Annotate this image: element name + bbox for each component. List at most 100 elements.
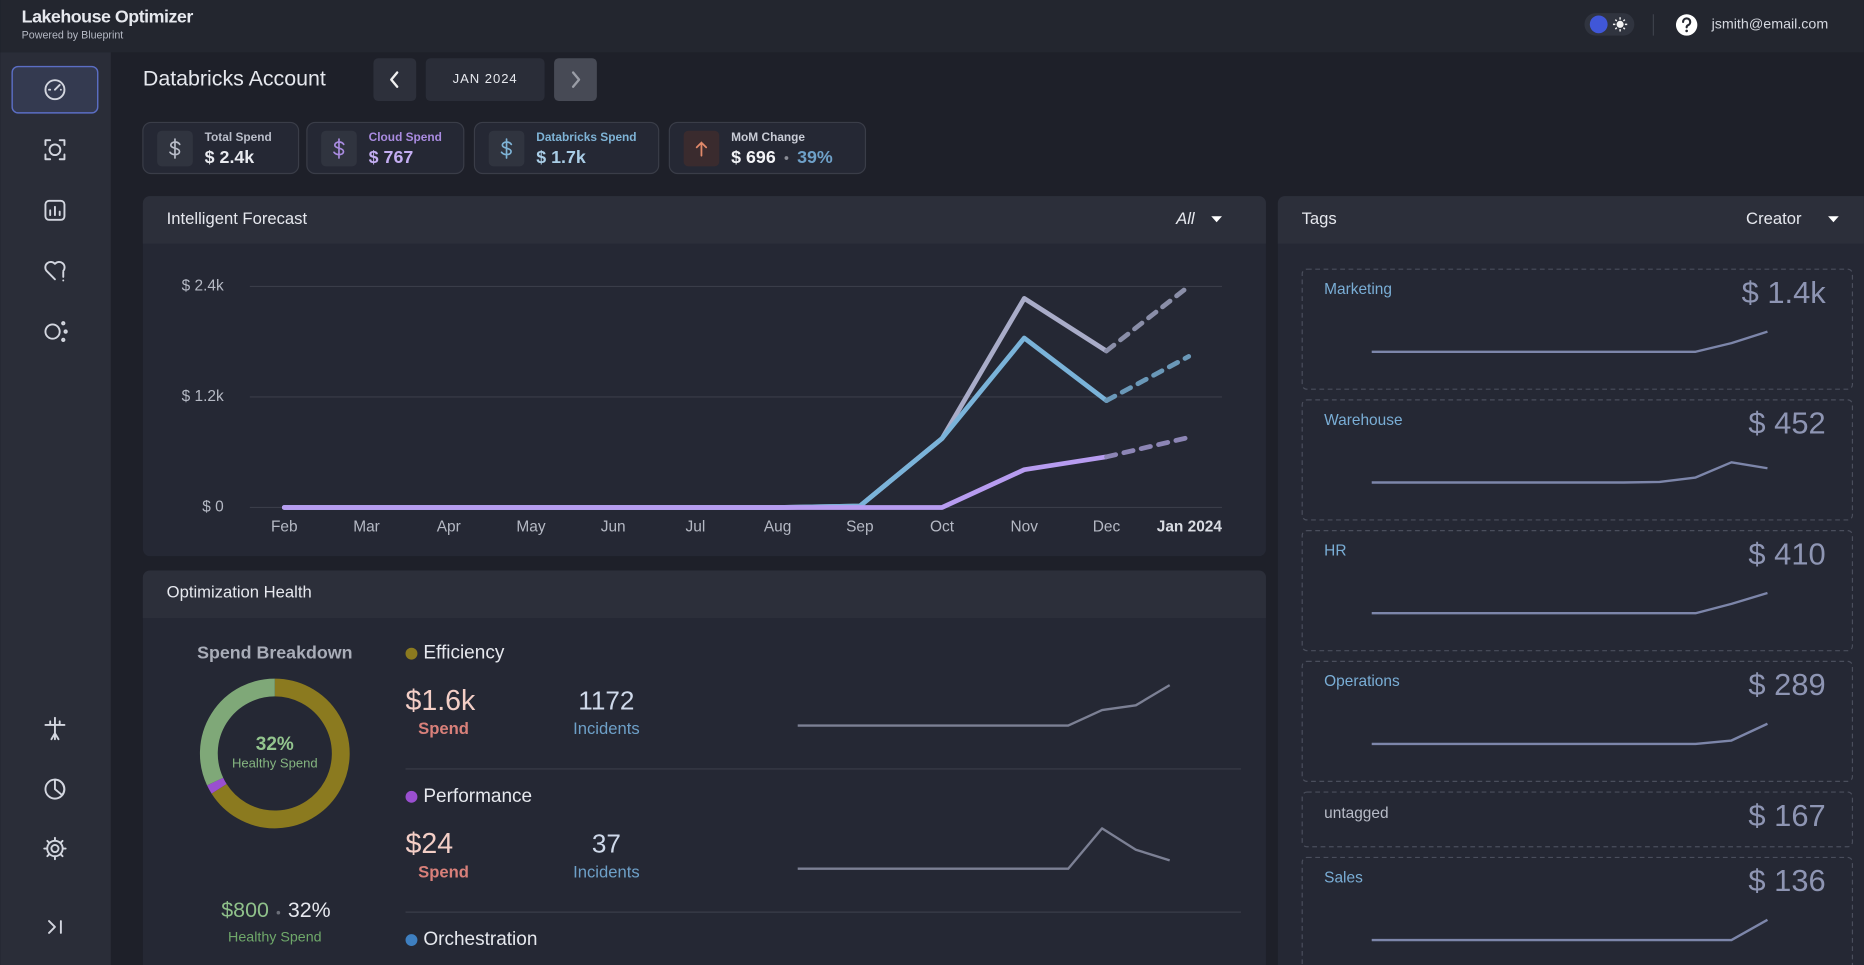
y-tick-label: $ 1.2k <box>182 388 224 405</box>
kpi-label: Cloud Spend <box>369 130 442 144</box>
toggle-knob[interactable] <box>1589 15 1608 34</box>
theme-toggle[interactable] <box>1584 13 1635 36</box>
y-tick-label: $ 2.4k <box>182 277 224 294</box>
donut-segment <box>199 678 276 786</box>
spend-value: $1.6k <box>406 685 476 717</box>
sun-icon[interactable] <box>1616 20 1624 28</box>
x-tick-label: Nov <box>1011 519 1039 536</box>
help-dot[interactable] <box>1685 29 1688 33</box>
dollar-icon <box>500 138 513 159</box>
forecast-title: Intelligent Forecast <box>167 209 308 228</box>
series-line <box>281 454 1109 510</box>
healthy-label: Healthy Spend <box>228 929 321 945</box>
nav-insights[interactable] <box>44 321 68 343</box>
nav-usage[interactable] <box>44 778 66 800</box>
forecast-header <box>142 196 1266 244</box>
tags-title: Tags <box>1302 209 1337 228</box>
nav-dashboard[interactable] <box>44 79 66 101</box>
prev-chevron[interactable] <box>390 71 399 88</box>
spend-value: $24 <box>406 828 454 860</box>
tag-value: $ 1.4k <box>1742 275 1827 310</box>
tag-card <box>1301 660 1854 782</box>
category-dot <box>405 934 418 946</box>
tag-value: $ 452 <box>1748 406 1825 441</box>
donut <box>199 678 350 829</box>
incidents-value: 1172 <box>578 685 634 715</box>
forecast-panel <box>142 196 1266 557</box>
healthy-amount: $800 <box>221 898 269 922</box>
help-glyph[interactable] <box>1682 17 1692 29</box>
caret[interactable] <box>1828 216 1839 223</box>
prev-button[interactable] <box>373 58 417 102</box>
tag-name: untagged <box>1324 805 1388 822</box>
forecast-chart: $ 0 $ 1.2k $ 2.4k Feb Mar Apr May Jun Jul Aug Sep O… <box>182 277 1223 535</box>
separator-dot <box>784 156 789 160</box>
tag-name: Marketing <box>1324 281 1392 298</box>
y-tick-label: $ 0 <box>202 499 223 516</box>
incidents-value: 37 <box>592 828 621 858</box>
forecast-line <box>1104 354 1192 403</box>
breakdown-title: Spend Breakdown <box>197 642 352 662</box>
period-box <box>425 58 545 102</box>
category-name: Performance <box>423 786 532 807</box>
kpi-value: $ 696 <box>731 147 776 167</box>
dollar-icon <box>333 138 345 159</box>
spend-label: Spend <box>418 719 469 738</box>
caret[interactable] <box>1211 216 1222 223</box>
kpi-change: 39% <box>797 147 833 167</box>
tag-card <box>1301 530 1854 652</box>
x-tick-label: Apr <box>437 519 461 536</box>
top-bar <box>0 0 1864 53</box>
health-title: Optimization Health <box>167 582 312 601</box>
x-tick-label: May <box>516 519 545 536</box>
tag-name: Warehouse <box>1324 412 1402 429</box>
health-header <box>142 570 1266 618</box>
tag-name: Operations <box>1324 673 1400 690</box>
nav-health[interactable] <box>44 261 66 282</box>
tag-name: Sales <box>1324 869 1363 886</box>
dollar-icon <box>169 138 181 159</box>
tag-card <box>1301 791 1854 848</box>
nav-expand[interactable] <box>48 920 62 934</box>
incidents-label: Incidents <box>573 719 640 738</box>
spend-label: Spend <box>418 862 469 881</box>
kpi-value: $ 2.4k <box>205 147 255 167</box>
sun-rays[interactable] <box>1612 17 1628 32</box>
forecast-line <box>1104 284 1192 354</box>
tag-card <box>1301 856 1854 965</box>
period: JAN 2024 <box>453 71 518 86</box>
category-dot <box>405 790 418 803</box>
x-tick-label: Jan 2024 <box>1157 519 1223 536</box>
sidebar <box>0 52 111 965</box>
tag-value: $ 167 <box>1748 798 1825 833</box>
kpi-value: $ 767 <box>369 147 414 167</box>
x-tick-label: Mar <box>353 519 380 536</box>
tag-card <box>1301 399 1854 521</box>
next-chevron[interactable] <box>571 71 581 88</box>
sparkline <box>1371 722 1768 746</box>
tag-list: Marketing $ 1.4k Warehouse $ 452 HR $ 410 Oper… <box>1301 268 1854 965</box>
user-email[interactable]: jsmith@email.com <box>1711 17 1829 33</box>
sparkline <box>1371 330 1768 353</box>
tag-card <box>1301 268 1854 390</box>
category-name: Orchestration <box>423 929 537 950</box>
nav-settings[interactable] <box>43 836 67 861</box>
nav-monitor[interactable] <box>44 139 66 161</box>
tag-value: $ 410 <box>1748 536 1825 571</box>
health-panel <box>142 570 1266 965</box>
sparkline <box>797 827 1171 870</box>
sparkline <box>797 684 1171 727</box>
kpi-label: MoM Change <box>731 130 805 144</box>
next-button[interactable] <box>554 58 597 102</box>
help-button[interactable] <box>1675 14 1698 36</box>
forecast-filter[interactable]: All <box>1175 209 1196 228</box>
nav-deploy[interactable] <box>44 716 66 741</box>
nav-reports[interactable] <box>44 199 66 221</box>
x-tick-label: Sep <box>846 519 873 536</box>
tags-filter[interactable]: Creator <box>1746 209 1802 228</box>
tag-value: $ 136 <box>1748 863 1825 898</box>
x-tick-label: Aug <box>764 519 791 536</box>
page-title: Databricks Account <box>143 66 326 90</box>
sparkline <box>1371 918 1769 942</box>
x-tick-label: Dec <box>1093 519 1121 536</box>
